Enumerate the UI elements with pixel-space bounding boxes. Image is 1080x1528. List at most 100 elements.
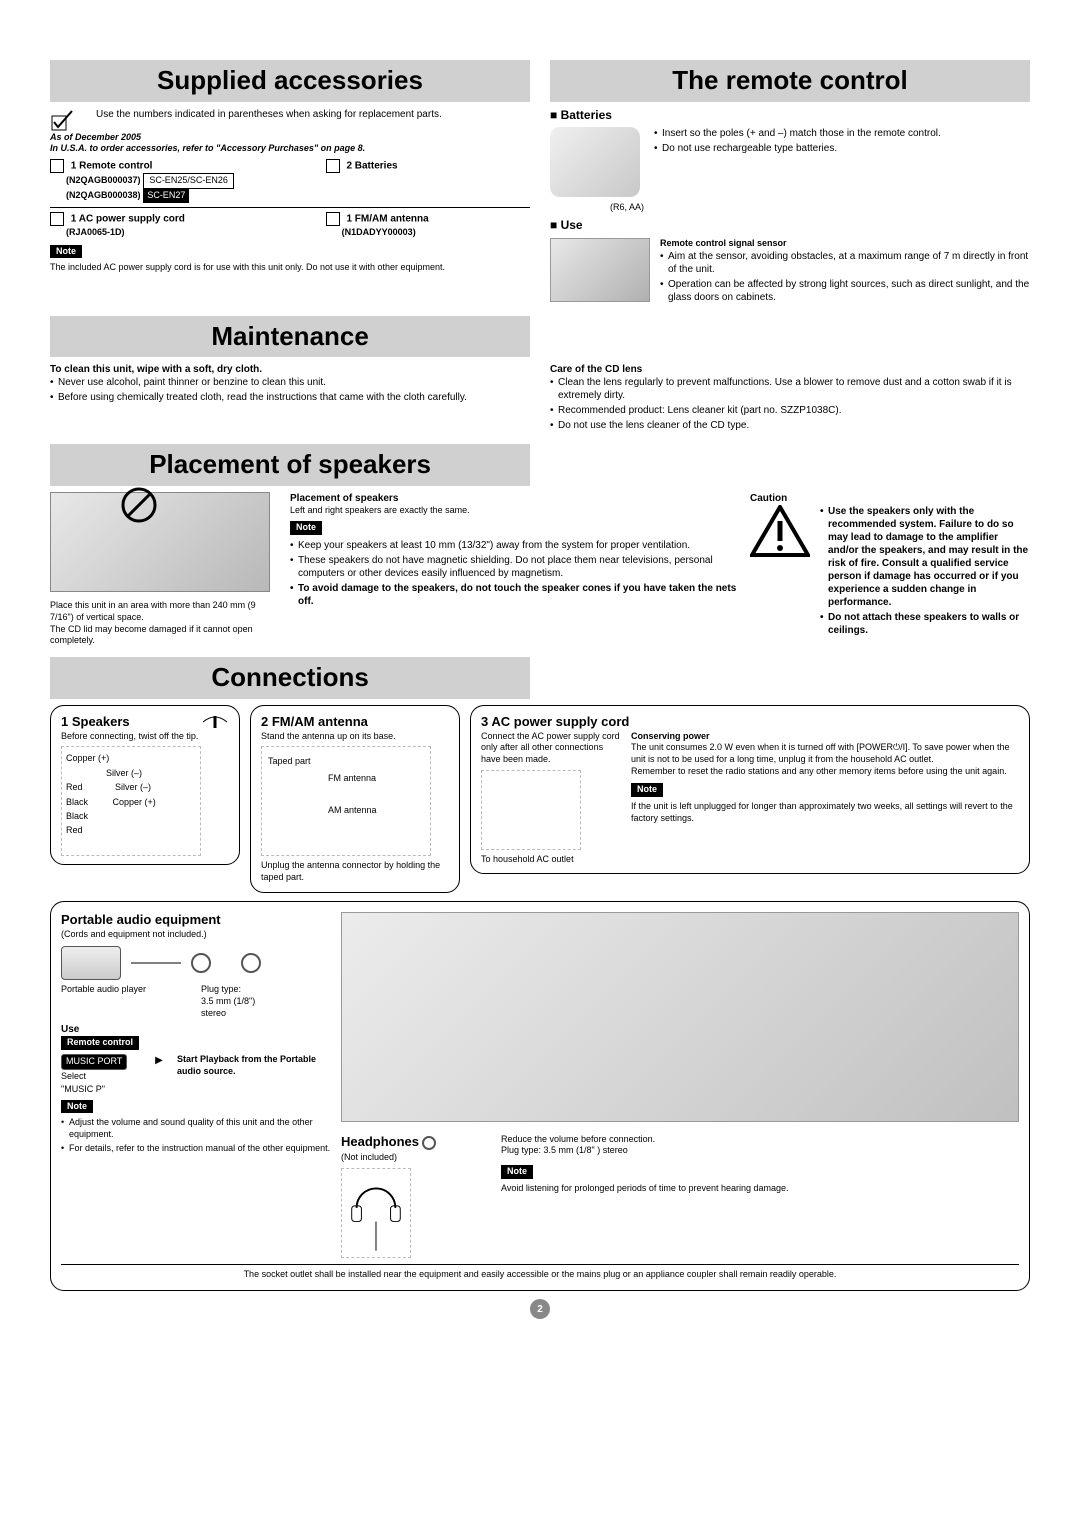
page-number: 2 (530, 1299, 550, 1319)
note-label: Note (631, 783, 663, 797)
checkbox-icon (50, 159, 64, 173)
check-icon (50, 108, 80, 132)
plug-type-label: Plug type: (201, 984, 241, 994)
checkbox-icon (326, 159, 340, 173)
headphone-diagram (341, 1168, 411, 1258)
plug-stereo: stereo (201, 1008, 226, 1018)
hp-note-text: Avoid listening for prolonged periods of… (501, 1183, 1019, 1195)
warning-triangle-icon (750, 505, 810, 557)
intro-text: Use the numbers indicated in parentheses… (96, 108, 442, 121)
placement-text2: The CD lid may become damaged if it cann… (50, 624, 280, 647)
placement-mid-heading: Placement of speakers (290, 492, 740, 505)
lens-heading: Care of the CD lens (550, 363, 1030, 376)
twist-icon (201, 714, 229, 730)
note-text: The included AC power supply cord is for… (50, 262, 530, 274)
portable-title: Portable audio equipment (61, 912, 331, 929)
section-placement-title: Placement of speakers (50, 444, 530, 486)
use-heading: Use (550, 218, 1030, 234)
player-label: Portable audio player (61, 984, 191, 996)
select-label: Select (61, 1071, 86, 1081)
use-bullet-1: Aim at the sensor, avoiding obstacles, a… (660, 250, 1030, 276)
clean-b2: Before using chemically treated cloth, r… (50, 391, 530, 404)
jack-icon (241, 953, 261, 973)
jack-icon (191, 953, 211, 973)
section-supplied-accessories-title: Supplied accessories (50, 60, 530, 102)
conserving-text2: Remember to reset the radio stations and… (631, 766, 1019, 778)
placement-text1: Place this unit in an area with more tha… (50, 600, 280, 623)
clean-b1: Never use alcohol, paint thinner or benz… (50, 376, 530, 389)
usa-note: In U.S.A. to order accessories, refer to… (50, 143, 530, 155)
hp-not-included: (Not included) (341, 1152, 397, 1162)
portable-use-heading: Use (61, 1023, 331, 1036)
batt-bullet-2: Do not use rechargeable type batteries. (654, 142, 1030, 155)
speakers-text1: Before connecting, twist off the tip. (61, 731, 229, 743)
musicp-label: "MUSIC P" (61, 1084, 105, 1094)
remote-batteries-illustration (550, 127, 640, 197)
antenna-diagram: Taped part FM antenna AM antenna (261, 746, 431, 856)
model-box1: SC-EN25/SC-EN26 (143, 173, 234, 189)
hp-plug: Plug type: 3.5 mm (1/8" ) stereo (501, 1145, 1019, 1157)
note-label: Note (290, 521, 322, 535)
antenna-text1: Stand the antenna up on its base. (261, 731, 449, 743)
lens-b3: Do not use the lens cleaner of the CD ty… (550, 419, 1030, 432)
start-playback-text: Start Playback from the Portable audio s… (177, 1054, 331, 1077)
portable-note-b2: For details, refer to the instruction ma… (61, 1143, 331, 1155)
item-batteries: 2 Batteries (346, 161, 397, 172)
portable-player-illustration (61, 946, 121, 980)
ac-pn: (RJA0065-1D) (66, 227, 125, 237)
placement-b2: These speakers do not have magnetic shie… (290, 554, 740, 580)
item-antenna: 1 FM/AM antenna (346, 213, 428, 224)
conserving-text: The unit consumes 2.0 W even when it is … (631, 742, 1019, 765)
remote-pn2: (N2QAGB000038) (66, 190, 141, 200)
portable-note-b1: Adjust the volume and sound quality of t… (61, 1117, 331, 1140)
battery-caption: (R6, AA) (610, 202, 644, 212)
musicport-button: MUSIC PORT (61, 1054, 127, 1070)
portable-not-included: (Cords and equipment not included.) (61, 929, 331, 941)
caution-b1: Use the speakers only with the recommend… (820, 505, 1030, 609)
speaker-system-illustration (50, 492, 270, 592)
ant-pn: (N1DADYY00003) (342, 227, 416, 237)
caution-b2: Do not attach these speakers to walls or… (820, 611, 1030, 637)
placement-b3: To avoid damage to the speakers, do not … (290, 582, 740, 608)
socket-note: The socket outlet shall be installed nea… (61, 1269, 1019, 1281)
section-remote-title: The remote control (550, 60, 1030, 102)
note-label: Note (501, 1165, 533, 1179)
headphones-title: Headphones (341, 1134, 419, 1149)
ac-text1: Connect the AC power supply cord only af… (481, 731, 621, 766)
ac-note-text: If the unit is left unplugged for longer… (631, 801, 1019, 824)
section-maintenance-title: Maintenance (50, 316, 530, 358)
asof-text: As of December 2005 (50, 132, 530, 144)
placement-mid-text1: Left and right speakers are exactly the … (290, 505, 740, 517)
checkbox-icon (50, 212, 64, 226)
checkbox-icon (326, 212, 340, 226)
clean-heading: To clean this unit, wipe with a soft, dr… (50, 363, 530, 376)
speakers-panel-title: 1 Speakers (61, 714, 130, 731)
ac-panel-title: 3 AC power supply cord (481, 714, 1019, 731)
plug-size: 3.5 mm (1/8") (201, 996, 255, 1006)
hp-reduce: Reduce the volume before connection. (501, 1134, 1019, 1146)
batteries-heading: Batteries (550, 108, 1030, 124)
note-label: Note (50, 245, 82, 259)
antenna-panel-title: 2 FM/AM antenna (261, 714, 449, 731)
ac-tohh: To household AC outlet (481, 854, 621, 866)
conserving-heading: Conserving power (631, 731, 1019, 743)
remote-pn1: (N2QAGB000037) (66, 175, 141, 185)
use-bullet-2: Operation can be affected by strong ligh… (660, 278, 1030, 304)
phones-jack-icon (422, 1136, 436, 1150)
cable-icon (131, 958, 181, 968)
lens-b1: Clean the lens regularly to prevent malf… (550, 376, 1030, 402)
note-label: Note (61, 1100, 93, 1114)
section-connections-title: Connections (50, 657, 530, 699)
ac-plug-diagram (481, 770, 581, 850)
caution-heading: Caution (750, 492, 1030, 505)
prohibition-icon (121, 487, 157, 523)
speaker-wiring-diagram: Copper (+) Silver (–) Red Silver (–) Bla… (61, 746, 201, 856)
model-box2: SC-EN27 (143, 189, 189, 203)
placement-b1: Keep your speakers at least 10 mm (13/32… (290, 539, 740, 552)
main-unit-illustration (341, 912, 1019, 1122)
item-remote: 1 Remote control (71, 161, 153, 172)
antenna-text2: Unplug the antenna connector by holding … (261, 860, 449, 883)
batt-bullet-1: Insert so the poles (+ and –) match thos… (654, 127, 1030, 140)
item-ac: 1 AC power supply cord (71, 213, 185, 224)
unit-sensor-illustration (550, 238, 650, 302)
